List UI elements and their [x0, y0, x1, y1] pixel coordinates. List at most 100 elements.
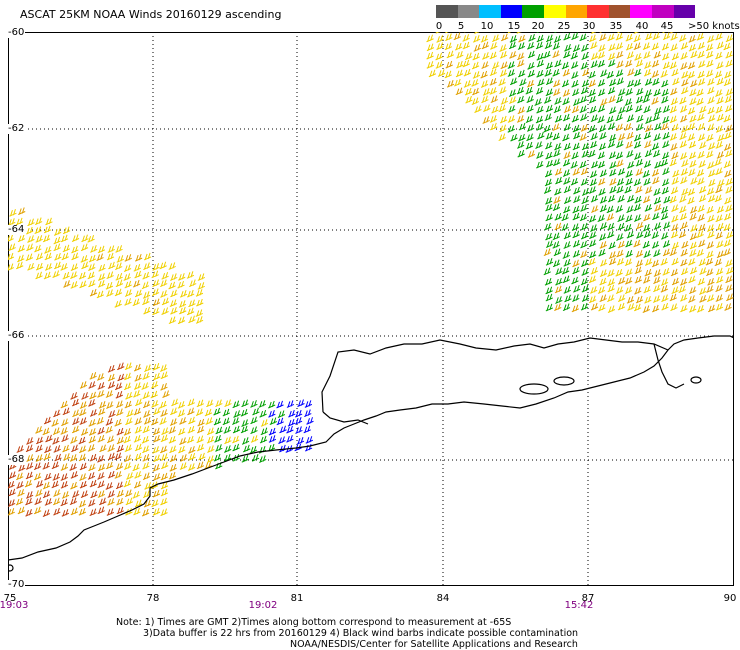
wind-barb	[617, 214, 625, 223]
wind-barb	[725, 275, 733, 284]
wind-barb	[618, 106, 626, 114]
wind-barb	[455, 87, 463, 96]
wind-barb	[518, 133, 526, 142]
wind-barb	[707, 114, 716, 123]
wind-barb	[572, 124, 580, 133]
wind-barb	[696, 32, 704, 41]
wind-barb	[616, 249, 624, 258]
wind-barb	[62, 244, 71, 253]
wind-barb	[241, 419, 249, 427]
wind-barb	[725, 259, 733, 268]
wind-barb	[105, 425, 113, 434]
wind-barb	[545, 104, 554, 113]
wind-barb	[597, 115, 605, 124]
wind-barb	[555, 296, 563, 304]
wind-barb	[672, 77, 680, 86]
wind-barb	[295, 426, 303, 434]
ice-shelf-edge	[321, 337, 669, 413]
wind-barb	[580, 178, 589, 186]
legend-label: 15	[507, 21, 521, 32]
wind-barb	[597, 151, 606, 160]
wind-barb	[597, 214, 605, 223]
wind-barb	[598, 248, 606, 257]
wind-barb	[714, 158, 722, 167]
wind-barb	[669, 293, 677, 302]
wind-barb	[689, 232, 698, 241]
wind-barb	[24, 479, 33, 488]
wind-barb	[144, 364, 152, 373]
wind-barb	[636, 221, 644, 230]
wind-barb	[607, 294, 615, 302]
wind-barb	[570, 177, 579, 186]
wind-barb	[669, 115, 678, 124]
wind-barb	[534, 98, 542, 106]
wind-barb	[580, 86, 589, 95]
wind-barb	[116, 255, 124, 263]
wind-barb	[8, 243, 16, 252]
wind-barb	[554, 212, 562, 221]
wind-barb	[626, 150, 634, 158]
wind-barb	[35, 444, 43, 453]
wind-barb	[107, 452, 116, 461]
wind-barb	[482, 88, 491, 96]
wind-barb	[653, 284, 661, 293]
wind-barb	[716, 240, 724, 249]
wind-barb	[563, 205, 571, 214]
wind-barb	[43, 225, 52, 234]
wind-barb	[269, 417, 277, 425]
wind-barb	[178, 300, 187, 308]
wind-barb	[552, 132, 560, 141]
wind-barb	[152, 507, 161, 516]
wind-barb	[61, 418, 69, 427]
wind-barb	[79, 445, 87, 454]
wind-barb	[714, 258, 722, 267]
wind-barb	[545, 286, 553, 295]
wind-barb	[526, 79, 535, 88]
wind-barb	[51, 461, 60, 470]
wind-barb	[671, 52, 680, 61]
wind-barb	[528, 34, 536, 42]
wind-barb	[97, 280, 106, 288]
wind-barb	[562, 97, 570, 106]
wind-barb	[642, 42, 651, 50]
wind-barb	[115, 462, 124, 471]
wind-barb	[589, 34, 597, 43]
wind-barb	[653, 222, 662, 230]
wind-barb	[62, 226, 71, 235]
wind-barb	[661, 79, 669, 88]
wind-barb	[572, 205, 580, 214]
lat-label: -62	[7, 123, 26, 134]
wind-barb	[26, 243, 34, 252]
wind-barb	[723, 160, 732, 169]
wind-barb	[116, 444, 124, 453]
wind-barb	[491, 105, 499, 114]
wind-barb	[42, 234, 51, 243]
wind-barb	[652, 77, 660, 86]
wind-barb	[580, 250, 588, 259]
wind-barb	[25, 462, 34, 470]
wind-barb	[680, 52, 688, 60]
map-frame	[8, 32, 734, 586]
wind-barb	[617, 240, 626, 249]
wind-barb	[706, 133, 714, 142]
wind-barb	[642, 276, 651, 284]
wind-barb	[171, 398, 179, 407]
wind-barb	[689, 88, 697, 97]
wind-barb	[143, 306, 151, 315]
wind-barb	[150, 390, 158, 399]
wind-barb	[552, 123, 560, 131]
map-plot-area[interactable]	[8, 32, 734, 586]
wind-barb	[142, 472, 151, 481]
wind-barb	[52, 497, 61, 506]
wind-barb	[142, 372, 150, 380]
wind-barb	[715, 185, 723, 194]
wind-barb	[143, 499, 152, 508]
wind-barb	[642, 195, 651, 204]
wind-barb	[153, 372, 161, 381]
wind-barb	[572, 250, 581, 258]
wind-barb	[78, 500, 87, 508]
wind-barb	[474, 105, 482, 113]
wind-barb	[707, 86, 715, 95]
wind-barb	[707, 106, 715, 115]
wind-barb	[44, 246, 52, 254]
